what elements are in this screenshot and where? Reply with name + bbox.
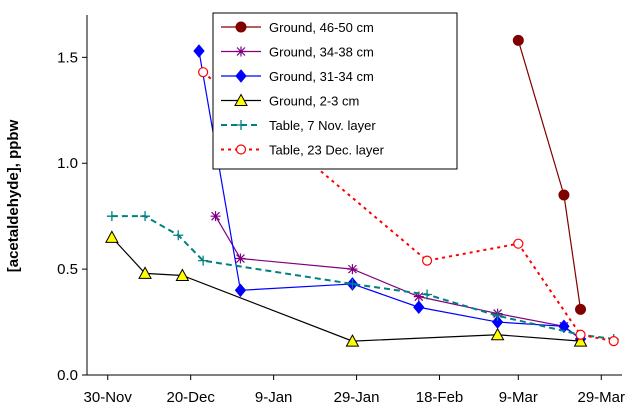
x-tick-label: 29-Mar xyxy=(578,389,626,406)
legend-entry: Ground, 2-3 cm xyxy=(221,93,359,109)
data-point xyxy=(138,266,152,279)
data-point xyxy=(421,255,433,266)
legend-entry: Ground, 31-34 cm xyxy=(221,69,374,84)
data-point xyxy=(235,69,247,83)
data-point xyxy=(140,211,151,222)
data-point xyxy=(173,230,184,241)
series-line xyxy=(215,215,581,340)
x-tick-label: 20-Dec xyxy=(167,389,216,406)
y-tick-label: 1.0 xyxy=(57,155,78,172)
legend-label: Ground, 46-50 cm xyxy=(269,20,374,35)
series-line xyxy=(111,236,581,342)
data-point xyxy=(175,268,190,281)
data-point xyxy=(193,44,205,58)
legend-label: Ground, 34-38 cm xyxy=(269,45,374,60)
legend-label: Ground, 31-34 cm xyxy=(269,69,374,84)
series-line xyxy=(517,40,582,310)
data-point xyxy=(422,289,433,300)
data-point xyxy=(608,336,619,347)
data-point xyxy=(235,144,247,155)
data-point xyxy=(198,255,209,266)
y-axis-title: [acetaldehyde], ppbw xyxy=(5,119,22,272)
data-point xyxy=(345,334,360,347)
series-3 xyxy=(105,230,588,347)
data-point xyxy=(198,67,209,78)
data-point xyxy=(575,303,587,315)
x-tick-label: 29-Jan xyxy=(334,389,380,406)
y-tick-label: 0.5 xyxy=(57,261,78,278)
legend-entry: Table, 7 Nov. layer xyxy=(221,118,376,133)
data-point xyxy=(558,319,570,334)
tick-labels: 0.0 0.5 1.0 1.5 30-Nov 20-Dec 9-Jan 29-Jan 18-Fe… xyxy=(57,49,625,406)
legend-label: Table, 23 Dec. layer xyxy=(269,143,385,158)
legend-entry: Ground, 34-38 cm xyxy=(221,45,374,60)
series-5 xyxy=(198,67,619,347)
legend-label: Table, 7 Nov. layer xyxy=(269,118,376,133)
data-point xyxy=(105,230,119,243)
legend-entry: Table, 23 Dec. layer xyxy=(221,143,385,158)
series-line xyxy=(111,215,614,340)
series-layer xyxy=(105,34,619,347)
data-point xyxy=(413,300,425,315)
data-point xyxy=(558,189,570,201)
x-tick-label: 9-Jan xyxy=(255,389,293,406)
y-tick-label: 0.0 xyxy=(57,367,78,384)
legend: Ground, 46-50 cm Ground, 34-38 cm Ground, … xyxy=(212,12,458,170)
data-point xyxy=(573,334,588,347)
data-point xyxy=(106,211,117,222)
x-tick-label: 30-Nov xyxy=(84,389,133,406)
x-tick-label: 18-Feb xyxy=(416,389,464,406)
x-tick-label: 9-Mar xyxy=(499,389,538,406)
data-point xyxy=(234,283,247,298)
legend-label: Ground, 2-3 cm xyxy=(269,94,359,109)
axes xyxy=(82,15,622,380)
data-point xyxy=(235,253,246,264)
data-point xyxy=(575,329,586,340)
y-tick-label: 1.5 xyxy=(57,49,78,66)
data-point xyxy=(490,327,505,341)
data-point xyxy=(347,278,358,289)
data-point xyxy=(413,291,424,302)
data-point xyxy=(512,34,524,46)
data-point xyxy=(513,238,524,249)
data-point xyxy=(235,21,247,33)
legend-box xyxy=(212,12,458,170)
data-point xyxy=(492,310,503,321)
data-point xyxy=(234,93,248,106)
data-point xyxy=(347,264,358,275)
series-0 xyxy=(512,34,587,315)
legend-entry: Ground, 46-50 cm xyxy=(221,20,374,35)
data-point xyxy=(236,120,246,130)
data-point xyxy=(236,46,246,57)
data-point xyxy=(210,211,221,222)
